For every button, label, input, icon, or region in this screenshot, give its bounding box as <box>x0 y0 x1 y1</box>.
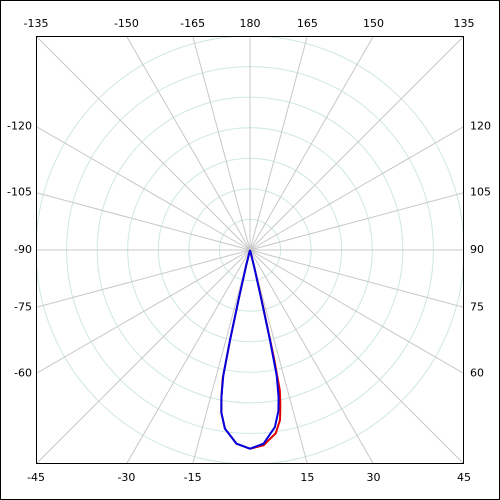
radial-grid-line <box>36 192 251 251</box>
radial-grid-line <box>249 36 464 251</box>
angle-tick-label: 30 <box>367 471 381 484</box>
angle-tick-label: 135 <box>454 17 475 30</box>
grid <box>36 36 464 464</box>
angle-tick-label: -135 <box>24 17 49 30</box>
radial-grid-line <box>126 249 251 464</box>
angle-tick-label: 60 <box>470 367 484 380</box>
radial-grid-line <box>36 249 251 374</box>
angle-tick-label: 15 <box>300 471 314 484</box>
angle-tick-label: 150 <box>363 17 384 30</box>
radial-grid-line <box>192 249 251 464</box>
angle-tick-label: -120 <box>7 119 32 132</box>
angle-tick-label: 180 <box>240 17 261 30</box>
angle-tick-label: -150 <box>114 17 139 30</box>
angle-tick-label: -75 <box>14 300 32 313</box>
angle-tick-label: 165 <box>297 17 318 30</box>
angle-tick-label: -15 <box>184 471 202 484</box>
radial-grid-line <box>249 36 308 251</box>
radial-grid-line <box>249 126 464 251</box>
radial-grid-line <box>249 36 374 251</box>
curves <box>220 249 282 450</box>
angle-tick-label: -165 <box>180 17 205 30</box>
radial-grid-line <box>249 249 464 308</box>
radial-grid-line <box>192 36 251 251</box>
intensity-curve <box>220 249 280 450</box>
angle-tick-label: 105 <box>470 186 491 199</box>
angle-tick-label: -105 <box>7 186 32 199</box>
radial-grid-line <box>36 249 251 464</box>
radial-grid-line <box>249 249 464 464</box>
angle-tick-label: -60 <box>14 367 32 380</box>
angle-tick-label: 120 <box>470 119 491 132</box>
radial-grid-line <box>249 249 464 374</box>
radial-grid-line <box>126 36 251 251</box>
angle-tick-label: -90 <box>14 243 32 256</box>
radial-grid-line <box>36 249 251 308</box>
angle-tick-label: -30 <box>117 471 135 484</box>
radial-grid-line <box>249 192 464 251</box>
plot-border <box>36 36 464 464</box>
angle-tick-label: 75 <box>470 300 484 313</box>
angle-tick-label: 45 <box>457 471 471 484</box>
radial-grid-line <box>249 249 374 464</box>
radial-grid-line <box>36 126 251 251</box>
angle-tick-label: -45 <box>27 471 45 484</box>
radial-grid-line <box>249 249 308 464</box>
angle-tick-label: 90 <box>470 243 484 256</box>
radial-grid-line <box>36 36 251 251</box>
